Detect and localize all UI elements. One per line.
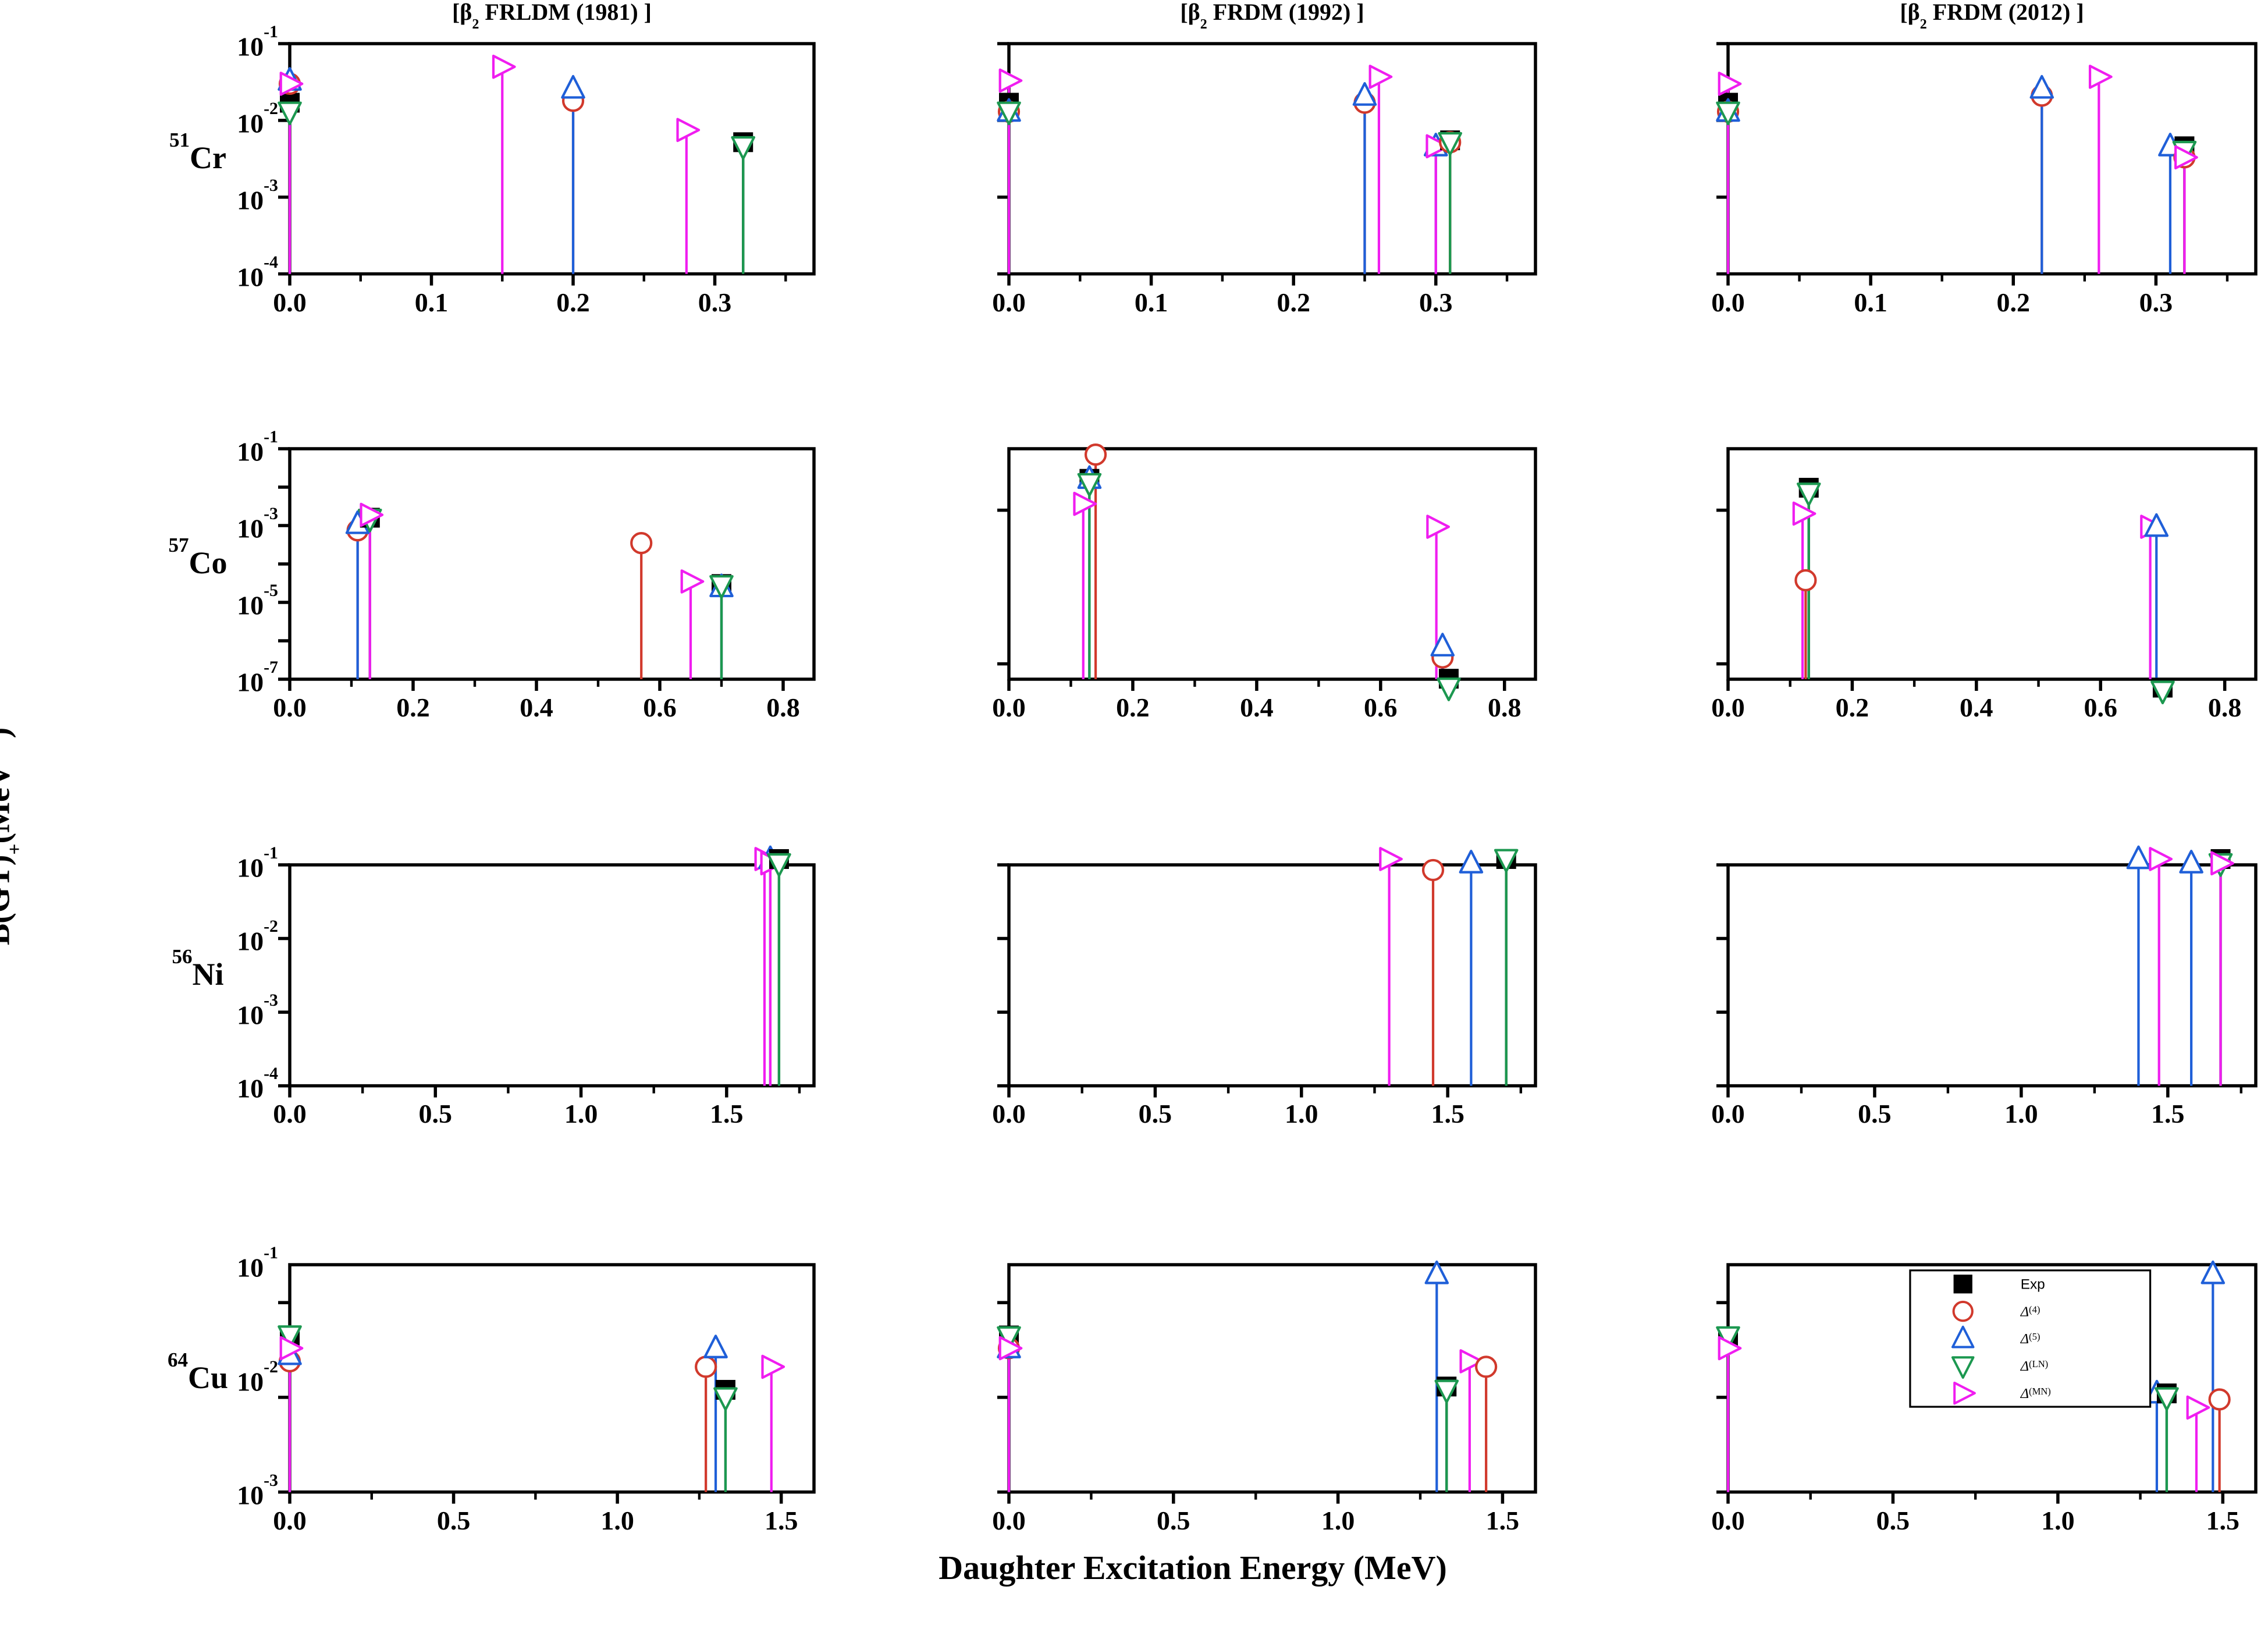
svg-text:Exp: Exp bbox=[2021, 1277, 2045, 1293]
